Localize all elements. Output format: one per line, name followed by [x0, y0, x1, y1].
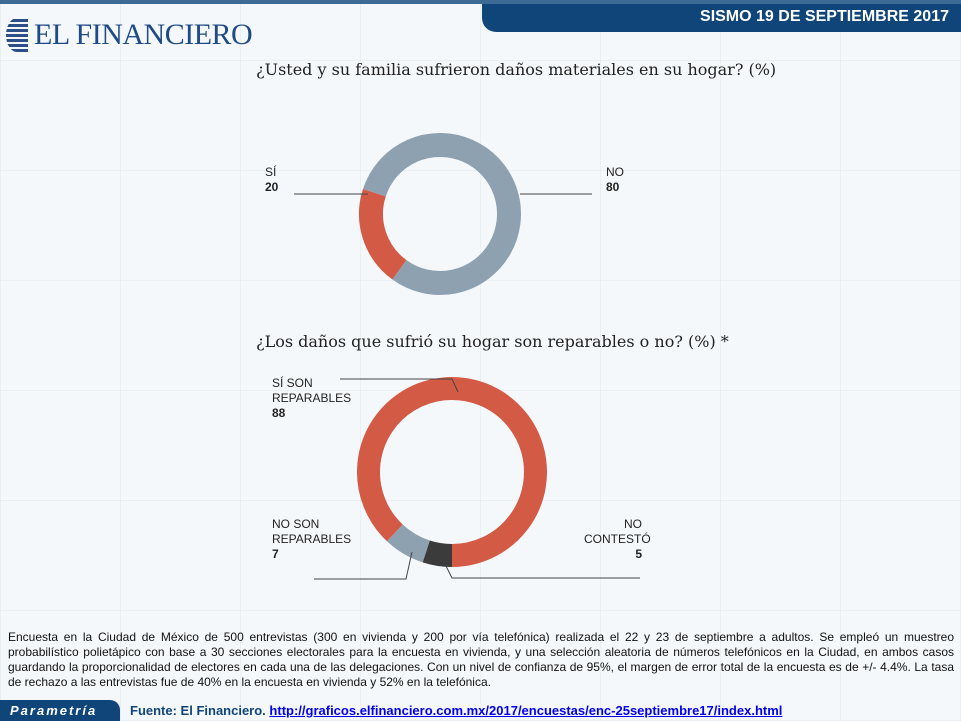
- source-line: Fuente: El Financiero. http://graficos.e…: [130, 703, 782, 718]
- source-label: Fuente: El Financiero.: [130, 703, 266, 718]
- slice-no: [362, 133, 521, 295]
- label-si: SÍ 20: [265, 165, 279, 194]
- donut-chart-2: [357, 377, 547, 567]
- logo-text: EL FINANCIERO: [34, 18, 253, 51]
- chart1-title: ¿Usted y su familia sufrieron daños mate…: [256, 60, 777, 79]
- top-bar: [0, 0, 961, 4]
- label-no-reparables: NO SON REPARABLES 7: [272, 517, 352, 561]
- chart2-title: ¿Los daños que sufrió su hogar son repar…: [256, 332, 729, 351]
- label-si-reparables: SÍ SON REPARABLES 88: [272, 376, 352, 420]
- leader-si-reparables: [340, 378, 459, 393]
- slice-s-: [359, 188, 407, 280]
- donut-chart-1: [359, 133, 521, 295]
- slice-no-contest-: [422, 540, 453, 567]
- slice-no-son-reparables: [386, 524, 431, 563]
- logo: EL FINANCIERO: [6, 18, 253, 52]
- leader-no-reparables: [314, 551, 413, 580]
- label-no: NO 80: [606, 165, 624, 194]
- methodology-note: Encuesta en la Ciudad de México de 500 e…: [8, 630, 954, 689]
- parametria-badge: Parametría: [0, 700, 120, 721]
- label-no-contesto: NO CONTESTÓ 5: [584, 517, 651, 561]
- slice-s-son-reparables: [357, 377, 547, 567]
- header-banner: SISMO 19 DE SEPTIEMBRE 2017: [482, 4, 961, 32]
- globe-icon: [6, 18, 28, 52]
- source-link[interactable]: http://graficos.elfinanciero.com.mx/2017…: [269, 703, 783, 718]
- leader-lines: [294, 193, 640, 580]
- leader-no-contesto: [445, 565, 640, 579]
